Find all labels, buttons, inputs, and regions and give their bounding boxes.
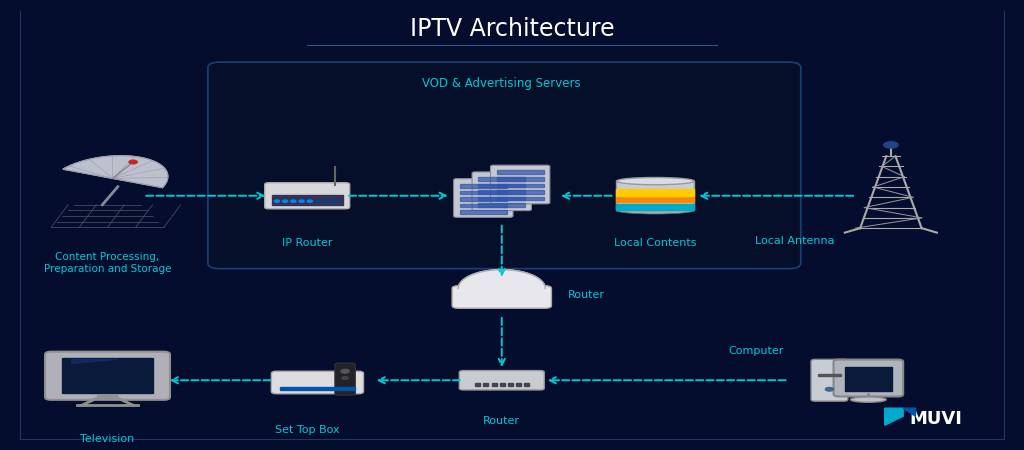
- Bar: [845, 367, 892, 391]
- Bar: [497, 190, 544, 194]
- Circle shape: [283, 200, 288, 202]
- FancyBboxPatch shape: [45, 352, 170, 400]
- Bar: [478, 197, 525, 200]
- FancyBboxPatch shape: [472, 172, 531, 211]
- Bar: [508, 382, 513, 386]
- Bar: [616, 181, 694, 211]
- Bar: [483, 382, 488, 386]
- Bar: [478, 184, 525, 187]
- Text: IP Router: IP Router: [282, 238, 333, 248]
- FancyBboxPatch shape: [335, 363, 355, 395]
- Circle shape: [315, 200, 321, 202]
- Ellipse shape: [463, 303, 541, 308]
- Polygon shape: [62, 156, 168, 188]
- FancyBboxPatch shape: [453, 286, 551, 308]
- Bar: [524, 382, 529, 386]
- Polygon shape: [903, 408, 915, 416]
- Text: Local Antenna: Local Antenna: [755, 236, 835, 246]
- Circle shape: [307, 200, 312, 202]
- Polygon shape: [72, 359, 118, 364]
- Text: Local Contents: Local Contents: [614, 238, 696, 248]
- Text: MUVI: MUVI: [909, 410, 963, 427]
- Circle shape: [299, 200, 304, 202]
- Circle shape: [342, 377, 348, 379]
- Circle shape: [884, 142, 898, 148]
- FancyBboxPatch shape: [459, 371, 545, 390]
- Bar: [460, 190, 507, 194]
- Bar: [460, 210, 507, 214]
- Text: Set Top Box: Set Top Box: [274, 425, 340, 435]
- Circle shape: [274, 200, 280, 202]
- Polygon shape: [459, 270, 545, 288]
- Bar: [616, 204, 694, 211]
- Circle shape: [332, 200, 337, 202]
- Bar: [497, 171, 544, 174]
- Bar: [500, 382, 505, 386]
- Circle shape: [324, 200, 329, 202]
- Text: Content Processing,
Preparation and Storage: Content Processing, Preparation and Stor…: [44, 252, 171, 274]
- Text: Router: Router: [483, 416, 520, 426]
- Text: VOD & Advertising Servers: VOD & Advertising Servers: [423, 76, 581, 90]
- Ellipse shape: [616, 177, 694, 185]
- Bar: [616, 196, 694, 202]
- FancyBboxPatch shape: [454, 179, 513, 217]
- Bar: [478, 190, 525, 194]
- Bar: [497, 184, 544, 187]
- FancyBboxPatch shape: [271, 371, 364, 394]
- Bar: [818, 374, 841, 376]
- Bar: [478, 203, 525, 207]
- Circle shape: [129, 160, 137, 164]
- Bar: [516, 382, 521, 386]
- Text: Television: Television: [81, 434, 134, 444]
- FancyBboxPatch shape: [834, 360, 903, 396]
- Bar: [492, 382, 497, 386]
- FancyBboxPatch shape: [490, 165, 550, 204]
- Circle shape: [341, 369, 349, 373]
- Bar: [62, 358, 153, 393]
- Bar: [460, 203, 507, 207]
- Ellipse shape: [851, 397, 886, 402]
- Bar: [497, 197, 544, 200]
- Bar: [280, 387, 355, 390]
- Text: Computer: Computer: [728, 346, 783, 356]
- Bar: [478, 177, 525, 181]
- Bar: [497, 177, 544, 180]
- Bar: [460, 197, 507, 201]
- FancyBboxPatch shape: [264, 183, 350, 209]
- Polygon shape: [885, 408, 903, 425]
- Bar: [272, 195, 342, 205]
- Text: Router: Router: [568, 290, 605, 300]
- Circle shape: [291, 200, 296, 202]
- Bar: [616, 189, 694, 196]
- Bar: [460, 184, 507, 188]
- FancyBboxPatch shape: [208, 62, 801, 269]
- Circle shape: [825, 387, 834, 391]
- Bar: [475, 382, 480, 386]
- FancyBboxPatch shape: [811, 359, 848, 401]
- Text: IPTV Architecture: IPTV Architecture: [410, 17, 614, 41]
- Ellipse shape: [616, 207, 694, 214]
